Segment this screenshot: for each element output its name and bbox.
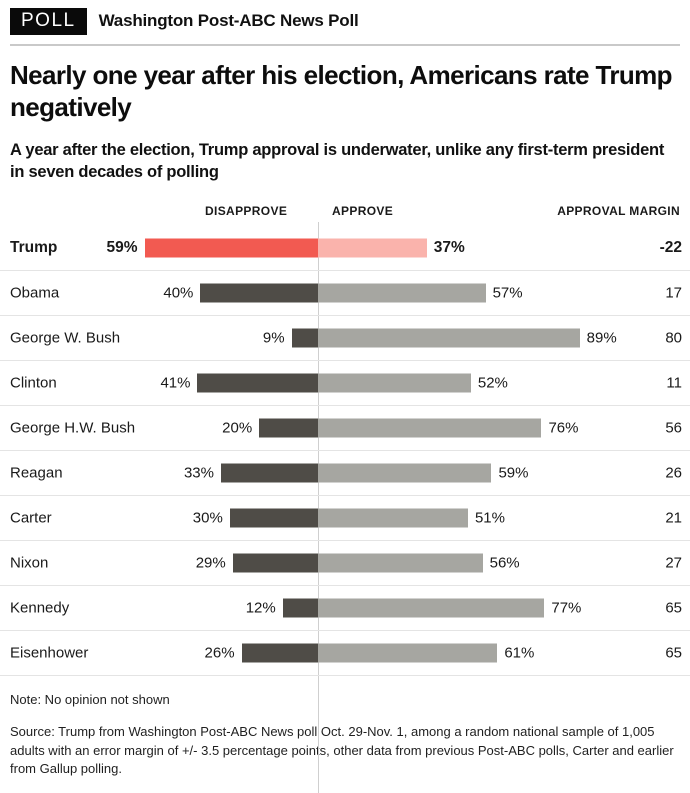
approve-bar — [318, 463, 492, 483]
kicker-title: Washington Post-ABC News Poll — [98, 11, 359, 31]
table-row: Kennedy 12% 77% 65 — [0, 586, 690, 631]
disapprove-bar — [282, 598, 318, 618]
president-label: Carter — [10, 509, 52, 527]
president-label: George H.W. Bush — [10, 419, 136, 437]
column-headers: DISAPPROVE APPROVE APPROVAL MARGIN — [10, 200, 680, 226]
table-row: Reagan 33% 59% 26 — [0, 451, 690, 496]
disapprove-bar — [197, 373, 318, 393]
approve-bar — [318, 418, 542, 438]
chart-source: Source: Trump from Washington Post-ABC N… — [10, 723, 674, 777]
approval-margin-value: 11 — [666, 374, 682, 392]
table-row: George W. Bush 9% 89% 80 — [0, 316, 690, 361]
approve-bar — [318, 328, 580, 348]
bar-group — [0, 328, 690, 348]
approve-bar — [318, 598, 545, 618]
approve-value: 37% — [433, 238, 465, 256]
approval-margin-value: 80 — [665, 329, 682, 347]
disapprove-value: 12% — [245, 599, 276, 617]
column-header-disapprove: DISAPPROVE — [205, 203, 288, 218]
approval-margin-value: 17 — [665, 284, 682, 302]
header-divider — [10, 43, 680, 46]
disapprove-value: 30% — [192, 509, 223, 527]
president-label: Clinton — [10, 374, 57, 392]
poll-badge: POLL — [10, 8, 87, 35]
president-label: Nixon — [10, 554, 49, 572]
president-label: Obama — [10, 284, 60, 302]
approve-bar — [318, 373, 471, 393]
table-row: Clinton 41% 52% 11 — [0, 361, 690, 406]
kicker-bar: POLL Washington Post-ABC News Poll — [0, 0, 690, 42]
disapprove-value: 26% — [204, 644, 235, 662]
zero-axis-line — [318, 221, 319, 793]
approve-bar — [318, 238, 427, 258]
president-label: Reagan — [10, 464, 63, 482]
approval-margin-value: 26 — [665, 464, 682, 482]
approve-bar — [318, 643, 498, 663]
disapprove-value: 20% — [222, 419, 253, 437]
table-row: Obama 40% 57% 17 — [0, 271, 690, 316]
chart-rows: Trump 59% 37% -22 Obama 40% 57% 17 George W. Bus… — [0, 226, 690, 676]
table-row: Eisenhower 26% 61% 65 — [0, 631, 690, 676]
approve-value: 61% — [504, 644, 535, 662]
approval-margin-value: 21 — [665, 509, 682, 527]
table-row: Trump 59% 37% -22 — [0, 226, 690, 271]
president-label: Kennedy — [10, 599, 70, 617]
approve-value: 59% — [498, 464, 529, 482]
approve-value: 52% — [477, 374, 508, 392]
president-label: George W. Bush — [10, 329, 121, 347]
bar-group — [0, 643, 690, 663]
approval-margin-value: 65 — [665, 644, 682, 662]
disapprove-bar — [241, 643, 318, 663]
disapprove-bar — [291, 328, 318, 348]
approve-value: 77% — [551, 599, 582, 617]
bar-group — [0, 553, 690, 573]
president-label: Trump — [10, 238, 58, 256]
approve-value: 56% — [489, 554, 520, 572]
disapprove-bar — [229, 508, 318, 528]
president-label: Eisenhower — [10, 644, 89, 662]
approval-margin-value: 65 — [665, 599, 682, 617]
page-subtitle: A year after the election, Trump approva… — [10, 140, 665, 181]
column-header-approve: APPROVE — [332, 203, 394, 218]
chart-note: Note: No opinion not shown — [10, 691, 170, 707]
disapprove-bar — [220, 463, 318, 483]
disapprove-bar — [144, 238, 318, 258]
approval-margin-value: 27 — [665, 554, 682, 572]
approval-margin-value: -22 — [659, 238, 682, 256]
disapprove-value: 59% — [106, 238, 138, 256]
approve-bar — [318, 553, 483, 573]
approve-value: 51% — [474, 509, 505, 527]
bar-group — [0, 508, 690, 528]
table-row: Nixon 29% 56% 27 — [0, 541, 690, 586]
approval-margin-value: 56 — [665, 419, 682, 437]
page-title: Nearly one year after his election, Amer… — [10, 59, 673, 122]
disapprove-bar — [232, 553, 318, 573]
bar-group — [0, 598, 690, 618]
disapprove-value: 40% — [163, 284, 194, 302]
table-row: Carter 30% 51% 21 — [0, 496, 690, 541]
disapprove-bar — [259, 418, 318, 438]
column-header-margin: APPROVAL MARGIN — [557, 203, 680, 218]
table-row: George H.W. Bush 20% 76% 56 — [0, 406, 690, 451]
approve-bar — [318, 283, 486, 303]
bar-group — [0, 463, 690, 483]
approve-value: 76% — [548, 419, 579, 437]
approve-value: 57% — [492, 284, 523, 302]
disapprove-value: 9% — [262, 329, 285, 347]
approval-chart: DISAPPROVE APPROVE APPROVAL MARGIN Trump… — [0, 200, 690, 793]
approve-value: 89% — [586, 329, 617, 347]
disapprove-bar — [200, 283, 318, 303]
bar-group — [0, 283, 690, 303]
disapprove-value: 29% — [195, 554, 226, 572]
bar-group — [0, 373, 690, 393]
disapprove-value: 41% — [160, 374, 191, 392]
approve-bar — [318, 508, 468, 528]
bar-group — [0, 238, 690, 258]
disapprove-value: 33% — [183, 464, 214, 482]
bar-group — [0, 418, 690, 438]
